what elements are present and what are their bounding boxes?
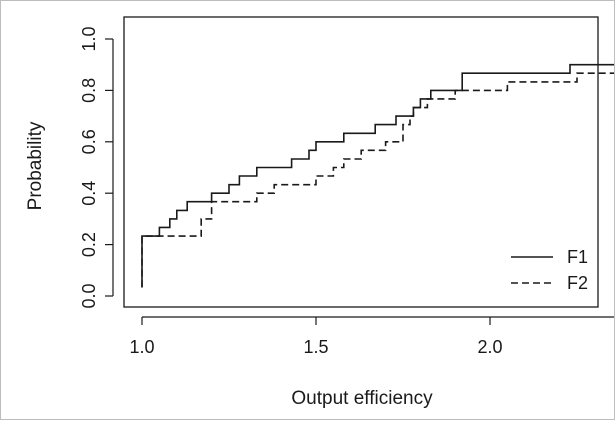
y-tick-label: 0.6 (79, 129, 99, 154)
y-tick-label: 0.0 (79, 283, 99, 308)
series-f2-line (141, 72, 615, 288)
x-tick-label: 1.0 (129, 337, 154, 357)
x-tick-label: 2.0 (477, 337, 502, 357)
y-tick-label: 0.8 (79, 78, 99, 103)
y-tick-label: 0.4 (79, 181, 99, 206)
y-tick-label: 1.0 (79, 26, 99, 51)
series-f1-line (141, 63, 615, 288)
y-tick-label: 0.2 (79, 232, 99, 257)
plot-area-border (123, 16, 599, 308)
legend-label-f2: F2 (567, 273, 588, 293)
x-axis-label: Output efficiency (291, 388, 433, 409)
legend-label-f1: F1 (567, 247, 588, 267)
x-tick-label: 1.5 (303, 337, 328, 357)
y-axis-label: Probability (25, 121, 46, 210)
